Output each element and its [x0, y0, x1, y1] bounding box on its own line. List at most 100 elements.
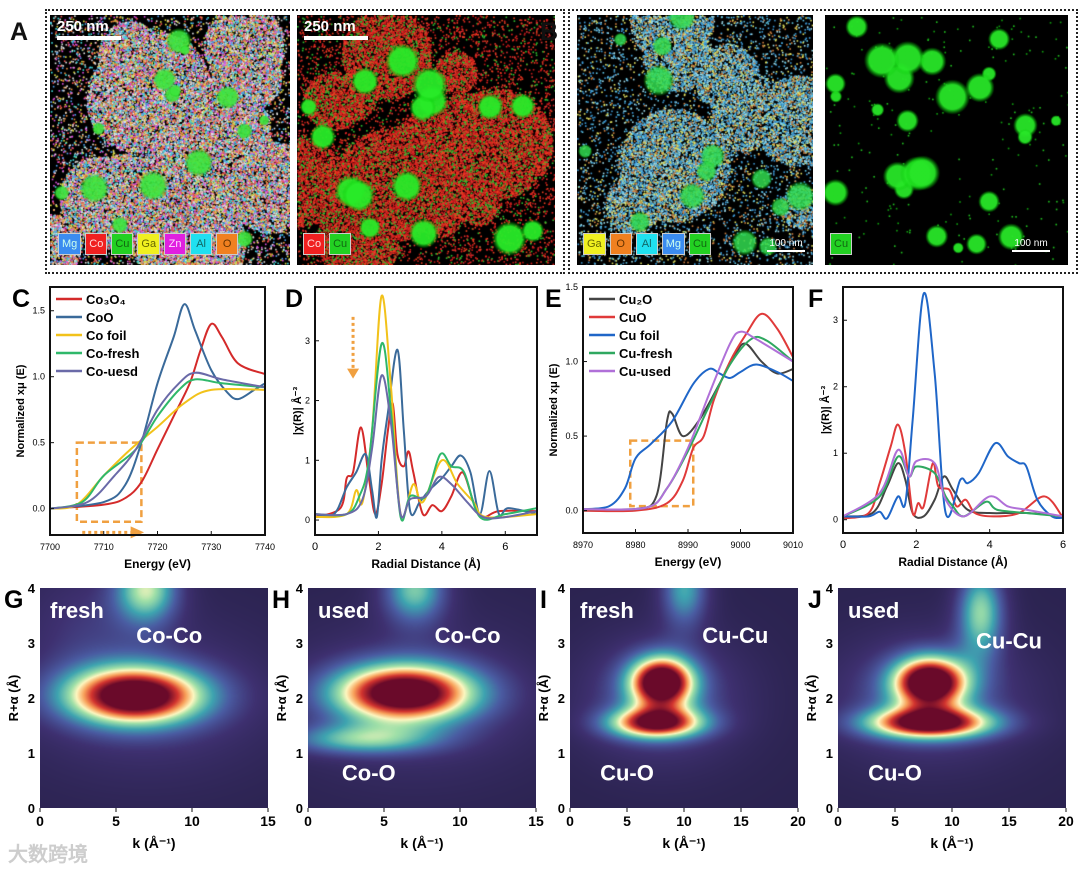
element-legend-b-right: Cu: [830, 233, 853, 255]
highlight-box: [75, 441, 143, 524]
panel-label: H: [272, 586, 290, 614]
x-tick-label: 5: [891, 813, 899, 829]
y-tick-label: 4: [28, 581, 36, 596]
element-legend-a-left: Mg Co Cu Ga Zn Al O: [58, 233, 239, 255]
x-axis-label: Energy (eV): [124, 557, 191, 571]
scale-bar-a-right: 250 nm: [304, 18, 368, 40]
series-line-Cu-fresh: [842, 455, 1064, 518]
y-axis-label: R+α (Å): [6, 675, 21, 722]
x-tick-label: 7700: [40, 542, 60, 552]
y-tick-label: 3: [833, 315, 838, 325]
y-tick-label: 4: [296, 581, 304, 596]
element-tag-ga: Ga: [137, 233, 161, 255]
chart-e: E Cu₂O CuO Cu foil Cu-fresh Cu-used 8970 8980 89…: [545, 282, 803, 569]
legend-label: CoO: [86, 310, 113, 325]
x-tick-label: 20: [790, 813, 806, 829]
x-tick-label: 6: [502, 541, 508, 553]
wavelet-map-j: [838, 588, 1066, 808]
series-line-Co-uesd: [314, 374, 538, 520]
series-line-CuO: [842, 462, 1064, 519]
x-axis-label: k (Å⁻¹): [132, 835, 175, 851]
legend-label: Co-fresh: [86, 346, 140, 361]
panel-label: D: [285, 285, 303, 313]
y-tick-label: 4: [558, 581, 566, 596]
series-line-Cu-used: [582, 330, 794, 511]
legend-label: Co-uesd: [86, 364, 138, 379]
x-tick-label: 8970: [573, 540, 593, 550]
legend-label: Cu₂O: [619, 292, 652, 307]
panel-label: J: [808, 586, 822, 614]
x-tick-label: 4: [439, 541, 445, 553]
series-line-CoO: [314, 348, 538, 519]
x-tick-label: 0: [312, 541, 318, 553]
eds-map-a-co-cu: [297, 15, 555, 265]
element-tag-mg: Mg: [661, 233, 685, 255]
y-tick-label: 3: [558, 636, 565, 651]
y-tick-label: 0.0: [32, 504, 45, 514]
y-tick-label: 1.5: [32, 306, 45, 316]
x-tick-label: 2: [913, 539, 919, 551]
element-tag-o: O: [609, 233, 632, 255]
y-axis-label: |χ(R)| Å⁻³: [291, 387, 304, 436]
y-tick-label: 2: [833, 382, 838, 392]
x-tick-label: 0: [304, 813, 312, 829]
plot-frame: [582, 286, 794, 534]
eds-map-a-all-elements: [50, 15, 290, 265]
y-tick-label: 1: [28, 746, 35, 761]
x-axis-label: k (Å⁻¹): [400, 835, 443, 851]
x-tick-label: 2: [375, 541, 381, 553]
y-tick-label: 1: [305, 455, 310, 465]
watermark: 大数跨境: [8, 844, 88, 866]
x-tick-label: 4: [987, 539, 993, 551]
y-tick-label: 0.0: [565, 506, 578, 516]
x-axis-label: Radial Distance (Å): [898, 554, 1007, 569]
legend-label: Cu foil: [619, 328, 659, 343]
series-line-Cufoil: [582, 363, 794, 511]
wavelet-map-h: [308, 588, 536, 808]
y-axis-label: R+α (Å): [804, 675, 819, 722]
x-axis-label: k (Å⁻¹): [930, 835, 973, 851]
series-line-Co-fresh: [314, 341, 538, 522]
panel-a-frame: [45, 9, 565, 274]
element-tag-zn: Zn: [164, 233, 187, 255]
y-tick-label: 4: [826, 581, 834, 596]
panel-b-frame: [568, 9, 1078, 274]
x-tick-label: 10: [676, 813, 692, 829]
y-tick-label: 1: [826, 746, 833, 761]
x-tick-label: 7740: [255, 542, 275, 552]
wavelet-map-g: [40, 588, 268, 808]
series-line-CoO: [314, 401, 538, 519]
element-tag-co: Co: [85, 233, 108, 255]
element-tag-cu: Cu: [111, 233, 134, 255]
legend-label: Cu-used: [619, 364, 671, 379]
plot-frame: [842, 286, 1064, 534]
y-axis-label: R+α (Å): [536, 675, 551, 722]
x-axis-label: k (Å⁻¹): [662, 835, 705, 851]
element-legend-b-left: Ga O Al Mg Cu: [583, 233, 712, 255]
x-tick-label: 15: [733, 813, 749, 829]
element-tag-mg: Mg: [58, 233, 82, 255]
element-tag-ga: Ga: [583, 233, 606, 255]
legend-label: Co foil: [86, 328, 126, 343]
series-line-Cu-fresh: [582, 335, 794, 511]
x-tick-label: 15: [528, 813, 544, 829]
y-tick-label: 2: [28, 691, 35, 706]
y-tick-label: 1.5: [565, 282, 578, 292]
y-axis-label: |χ(R)| Å⁻³: [819, 386, 832, 435]
element-tag-o: O: [216, 233, 239, 255]
x-tick-label: 15: [1001, 813, 1017, 829]
series-line-CoO: [49, 303, 266, 510]
x-tick-label: 6: [1060, 539, 1066, 551]
scale-bar-label: 250 nm: [57, 18, 109, 35]
y-tick-label: 1: [296, 746, 303, 761]
x-tick-label: 10: [944, 813, 960, 829]
y-tick-label: 2: [558, 691, 565, 706]
y-tick-label: 0: [305, 515, 310, 525]
y-axis-label: Normalized xμ (E): [15, 364, 27, 457]
x-tick-label: 10: [452, 813, 468, 829]
x-tick-label: 0: [834, 813, 842, 829]
panel-label-b: B: [540, 18, 559, 46]
y-tick-label: 1: [558, 746, 565, 761]
highlight-box: [629, 439, 695, 508]
series-line-CuO: [582, 312, 794, 513]
